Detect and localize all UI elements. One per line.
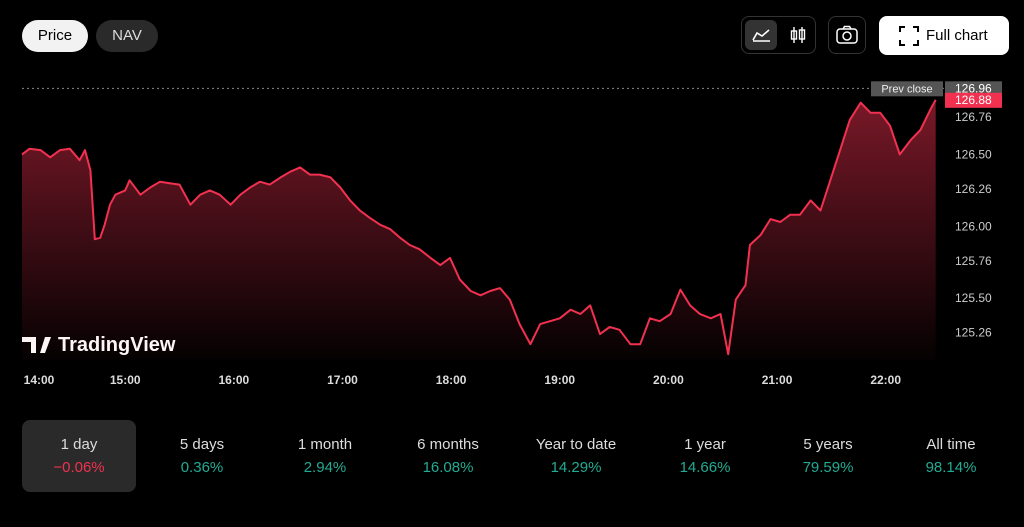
prev-close-value-tag bbox=[945, 81, 1002, 97]
period-option[interactable]: 1 day −0.06% bbox=[22, 420, 136, 492]
period-option[interactable]: 5 years 79.59% bbox=[771, 420, 885, 492]
period-change: 2.94% bbox=[303, 459, 347, 476]
y-tick-label: 126.00 bbox=[955, 219, 992, 233]
period-option[interactable]: Year to date 14.29% bbox=[519, 420, 633, 492]
x-tick-label: 17:00 bbox=[327, 373, 358, 387]
x-tick-label: 14:00 bbox=[24, 373, 55, 387]
tab-nav[interactable]: NAV bbox=[96, 20, 158, 52]
period-label: 1 year bbox=[684, 436, 726, 453]
period-option[interactable]: 1 month 2.94% bbox=[268, 420, 382, 492]
full-chart-button[interactable]: Full chart bbox=[879, 16, 1009, 55]
camera-icon bbox=[836, 25, 858, 44]
prev-close-tag bbox=[871, 81, 943, 97]
period-label: 1 day bbox=[60, 436, 98, 453]
candle-icon bbox=[790, 27, 806, 43]
last-price: 126.88 bbox=[955, 93, 992, 107]
full-chart-label: Full chart bbox=[926, 27, 988, 44]
period-label: 6 months bbox=[417, 436, 479, 453]
x-tick-label: 21:00 bbox=[762, 373, 793, 387]
x-tick-label: 22:00 bbox=[870, 373, 901, 387]
period-label: 5 years bbox=[803, 436, 853, 453]
y-tick-label: 125.50 bbox=[955, 291, 992, 305]
y-tick-label: 125.26 bbox=[955, 326, 992, 340]
period-change: 16.08% bbox=[422, 459, 474, 476]
area-icon bbox=[752, 29, 770, 42]
period-option[interactable]: 6 months 16.08% bbox=[391, 420, 505, 492]
price-area bbox=[22, 99, 936, 361]
expand-icon bbox=[899, 26, 919, 46]
period-change: 0.36% bbox=[180, 459, 224, 476]
candle-style-button[interactable] bbox=[782, 20, 814, 50]
prev-close-label: Prev close bbox=[881, 83, 932, 95]
chart: TradingView125.26125.50125.76126.00126.2… bbox=[21, 81, 1002, 387]
period-label: 1 month bbox=[297, 436, 353, 453]
period-label: All time bbox=[926, 436, 976, 453]
x-tick-label: 18:00 bbox=[436, 373, 467, 387]
y-tick-label: 126.50 bbox=[955, 147, 992, 161]
period-change: −0.06% bbox=[53, 459, 105, 476]
period-change: 98.14% bbox=[925, 459, 977, 476]
period-change: 14.29% bbox=[550, 459, 602, 476]
y-tick-label: 126.76 bbox=[955, 110, 992, 124]
chart-style-toggle bbox=[741, 16, 816, 54]
y-tick-label: 126.26 bbox=[955, 182, 992, 196]
x-tick-label: 16:00 bbox=[218, 373, 249, 387]
x-tick-label: 15:00 bbox=[110, 373, 141, 387]
period-label: Year to date bbox=[535, 436, 617, 453]
period-label: 5 days bbox=[179, 436, 225, 453]
last-price-tag bbox=[945, 92, 1002, 108]
x-tick-label: 19:00 bbox=[544, 373, 575, 387]
y-tick-label: 125.76 bbox=[955, 254, 992, 268]
x-tick-label: 20:00 bbox=[653, 373, 684, 387]
snapshot-button[interactable] bbox=[828, 16, 866, 54]
period-option[interactable]: 1 year 14.66% bbox=[648, 420, 762, 492]
prev-close-value: 126.96 bbox=[955, 81, 992, 95]
area-style-button[interactable] bbox=[745, 20, 777, 50]
period-change: 79.59% bbox=[802, 459, 854, 476]
period-option[interactable]: All time 98.14% bbox=[894, 420, 1008, 492]
tab-price[interactable]: Price bbox=[22, 20, 88, 52]
period-option[interactable]: 5 days 0.36% bbox=[145, 420, 259, 492]
period-change: 14.66% bbox=[679, 459, 731, 476]
price-line bbox=[21, 99, 937, 356]
